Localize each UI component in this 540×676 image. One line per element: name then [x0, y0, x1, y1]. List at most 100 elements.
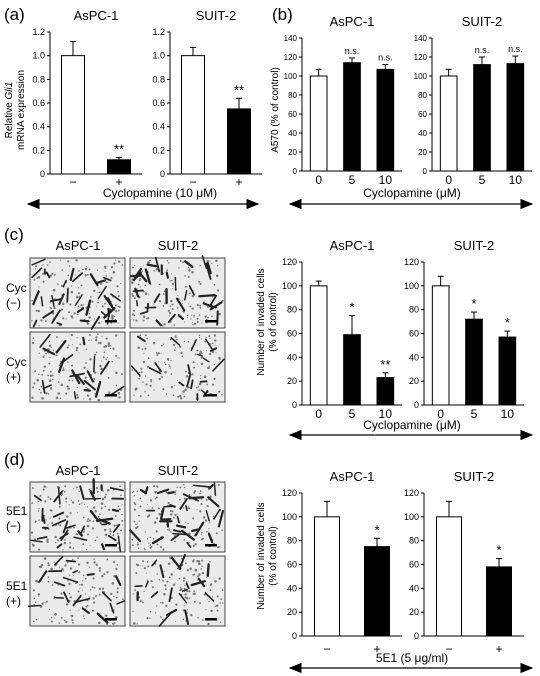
micrograph-pore	[78, 503, 81, 506]
micrograph-pore	[44, 601, 46, 604]
micrograph-pore	[181, 303, 183, 305]
panel-c-image-col-label-1: AsPC-1	[56, 238, 101, 253]
chart-title: SUIT-2	[454, 469, 494, 484]
micrograph-pore	[200, 362, 204, 365]
micrograph-pore	[183, 497, 186, 500]
micrograph-pore	[76, 396, 79, 399]
micrograph-cell	[176, 515, 180, 524]
micrograph-pore	[43, 365, 47, 368]
micrograph-pore	[163, 293, 165, 295]
micrograph-pore	[87, 518, 90, 521]
micrograph-pore	[110, 345, 112, 347]
micrograph-pore	[199, 377, 202, 380]
micrograph-pore	[94, 539, 97, 542]
micrograph-cell	[71, 272, 84, 283]
y-tick-label: 0	[40, 169, 45, 179]
micrograph-pore	[183, 605, 185, 607]
micrograph-cell	[132, 271, 142, 282]
chart-d-aspc1: AsPC-1 0 20 40 60 80 100 120 − * +	[282, 469, 402, 656]
significance-label: **	[380, 357, 390, 372]
micrograph-pore	[221, 589, 224, 591]
y-tick-label: 40	[409, 352, 419, 362]
micrograph-pore	[142, 265, 144, 267]
micrograph-pore	[34, 520, 37, 523]
micrograph-pore	[83, 366, 86, 369]
micrograph-frame	[29, 481, 126, 553]
micrograph-pore	[97, 398, 101, 402]
micrograph-pore	[55, 542, 57, 544]
micrograph-pore	[66, 346, 69, 349]
panel-d-image-row-label-1a: 5E1	[6, 504, 28, 518]
micrograph-pore	[156, 543, 159, 546]
micrograph-pore	[190, 318, 192, 320]
micrograph-cell	[151, 536, 164, 545]
micrograph-pore	[121, 524, 123, 526]
micrograph-pore	[41, 265, 43, 267]
micrograph-pore	[65, 318, 67, 320]
micrograph-pore	[78, 609, 80, 611]
micrograph-cell	[82, 336, 86, 346]
micrograph-pore	[109, 347, 112, 350]
micrograph-pore	[149, 499, 153, 502]
micrograph-pore	[49, 497, 52, 500]
micrograph-pore	[139, 565, 141, 567]
micrograph-cell	[86, 573, 95, 576]
micrograph-pore	[140, 367, 143, 370]
micrograph-pore	[88, 488, 91, 491]
micrograph-pore	[174, 582, 176, 584]
micrograph-cell	[216, 310, 219, 326]
micrograph-cell	[193, 484, 211, 488]
micrograph-cell	[69, 267, 75, 281]
micrograph-cell	[54, 555, 64, 566]
micrograph-d-suit2-minus	[129, 481, 226, 553]
micrograph-cell	[39, 333, 51, 348]
micrograph-pore	[150, 284, 152, 286]
micrograph-pore	[221, 299, 224, 302]
micrograph-pore	[73, 574, 75, 576]
micrograph-pore	[144, 284, 147, 287]
micrograph-cell	[167, 313, 176, 323]
micrograph-cell	[159, 564, 165, 579]
micrograph-cell	[135, 300, 139, 307]
category-label: −	[69, 175, 76, 189]
micrograph-pore	[146, 337, 148, 340]
micrograph-pore	[49, 261, 51, 263]
category-label: 5	[349, 173, 356, 187]
category-label: 0	[437, 407, 444, 421]
micrograph-pore	[146, 579, 148, 581]
micrograph-cell	[201, 255, 208, 269]
micrograph-pore	[47, 393, 50, 395]
micrograph-pore	[188, 302, 190, 304]
micrograph-cell	[185, 505, 188, 512]
micrograph-pore	[186, 590, 189, 593]
micrograph-pore	[149, 546, 152, 549]
category-label: 5	[349, 407, 356, 421]
micrograph-pore	[166, 580, 169, 583]
micrograph-pore	[82, 530, 85, 533]
micrograph-scale-bar	[105, 394, 117, 397]
micrograph-cell	[172, 532, 189, 536]
micrograph-pore	[139, 286, 141, 288]
micrograph-pore	[55, 397, 57, 400]
micrograph-pore	[109, 533, 112, 535]
micrograph-cell	[205, 338, 214, 351]
micrograph-pore	[171, 308, 174, 311]
micrograph-pore	[38, 508, 40, 510]
chart-a-suit2: SUIT-2 0 0.2 0.4 0.6 0.8 1.0 1.2 − ** +	[152, 8, 262, 189]
micrograph-pore	[93, 558, 95, 561]
micrograph-pore	[169, 338, 172, 341]
micrograph-pore	[91, 609, 95, 612]
micrograph-pore	[183, 507, 185, 509]
micrograph-pore	[37, 500, 39, 503]
micrograph-pore	[89, 566, 91, 568]
micrograph-pore	[51, 378, 54, 381]
micrograph-cell	[134, 287, 140, 298]
micrograph-pore	[160, 546, 163, 549]
micrograph-pore	[117, 505, 120, 508]
micrograph-pore	[99, 341, 102, 345]
micrograph-cell	[51, 295, 55, 308]
micrograph-pore	[168, 576, 171, 579]
micrograph-pore	[88, 339, 90, 342]
micrograph-pore	[49, 306, 52, 309]
micrograph-cell	[150, 591, 159, 599]
